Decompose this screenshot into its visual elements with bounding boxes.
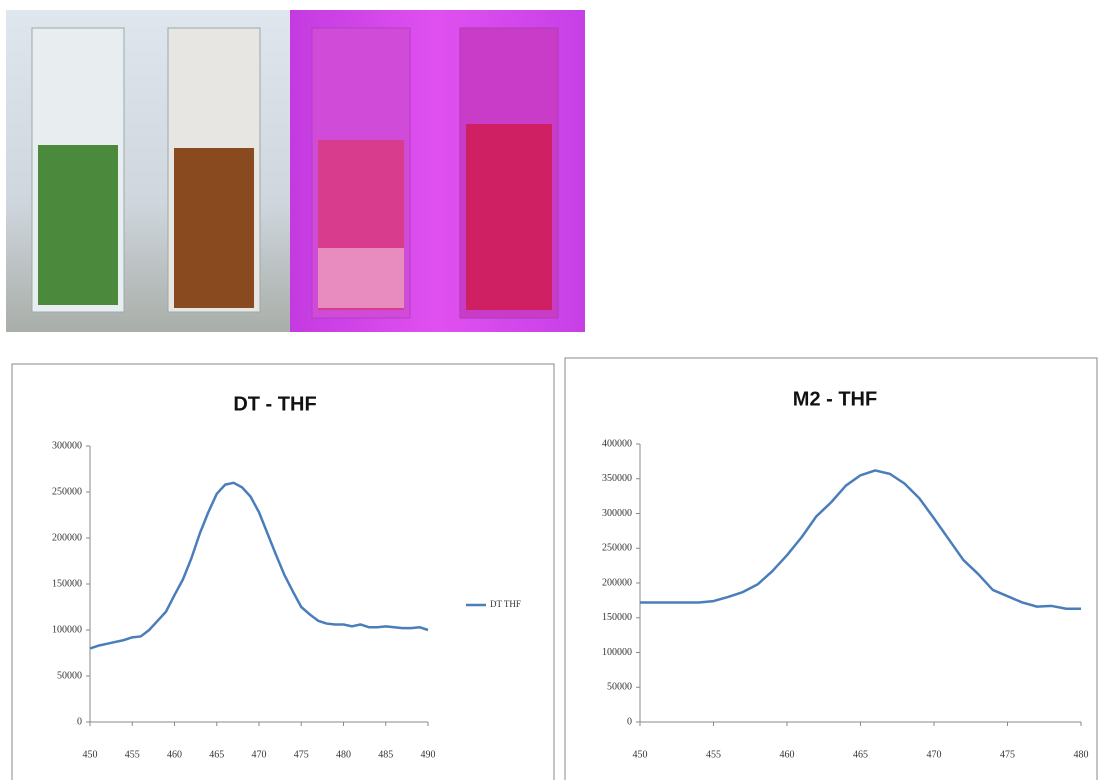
y-tick-label: 350000 (602, 473, 632, 484)
y-tick-label: 0 (77, 716, 82, 727)
y-tick-label: 150000 (52, 578, 82, 589)
x-tick-label: 455 (706, 749, 721, 760)
solution-brown (174, 148, 254, 308)
y-tick-label: 50000 (57, 670, 82, 681)
y-tick-label: 200000 (602, 577, 632, 588)
x-tick-label: 460 (167, 749, 182, 760)
chart-title: DT - THF (233, 393, 316, 415)
y-tick-label: 150000 (602, 612, 632, 623)
data-line (640, 469, 1081, 610)
x-tick-label: 480 (336, 749, 351, 760)
y-tick-label: 0 (627, 716, 632, 727)
solution-green (38, 145, 118, 305)
x-tick-label: 450 (633, 749, 648, 760)
x-tick-label: 475 (1000, 749, 1015, 760)
x-tick-label: 485 (378, 749, 393, 760)
x-tick-label: 470 (252, 749, 267, 760)
x-tick-label: 465 (853, 749, 868, 760)
x-tick-label: 450 (83, 749, 98, 760)
chart-frame (564, 357, 1098, 780)
y-tick-label: 300000 (52, 440, 82, 451)
legend-label: DT THF (490, 599, 521, 609)
x-tick-label: 490 (421, 749, 436, 760)
y-tick-label: 400000 (602, 438, 632, 449)
data-line (89, 481, 429, 650)
x-tick-label: 470 (927, 749, 942, 760)
y-tick-label: 250000 (602, 543, 632, 554)
y-tick-label: 100000 (602, 647, 632, 658)
x-tick-label: 455 (125, 749, 140, 760)
x-tick-label: 480 (1074, 749, 1089, 760)
solution-red (466, 124, 552, 310)
y-tick-label: 300000 (602, 508, 632, 519)
chart-title: M2 - THF (793, 388, 877, 410)
y-tick-label: 250000 (52, 486, 82, 497)
y-tick-label: 100000 (52, 624, 82, 635)
chart-frame (11, 363, 555, 780)
x-tick-label: 460 (780, 749, 795, 760)
solution-glow (318, 248, 404, 308)
y-tick-label: 50000 (607, 682, 632, 693)
y-tick-label: 200000 (52, 532, 82, 543)
photo (6, 10, 585, 332)
x-tick-label: 465 (209, 749, 224, 760)
x-tick-label: 475 (294, 749, 309, 760)
